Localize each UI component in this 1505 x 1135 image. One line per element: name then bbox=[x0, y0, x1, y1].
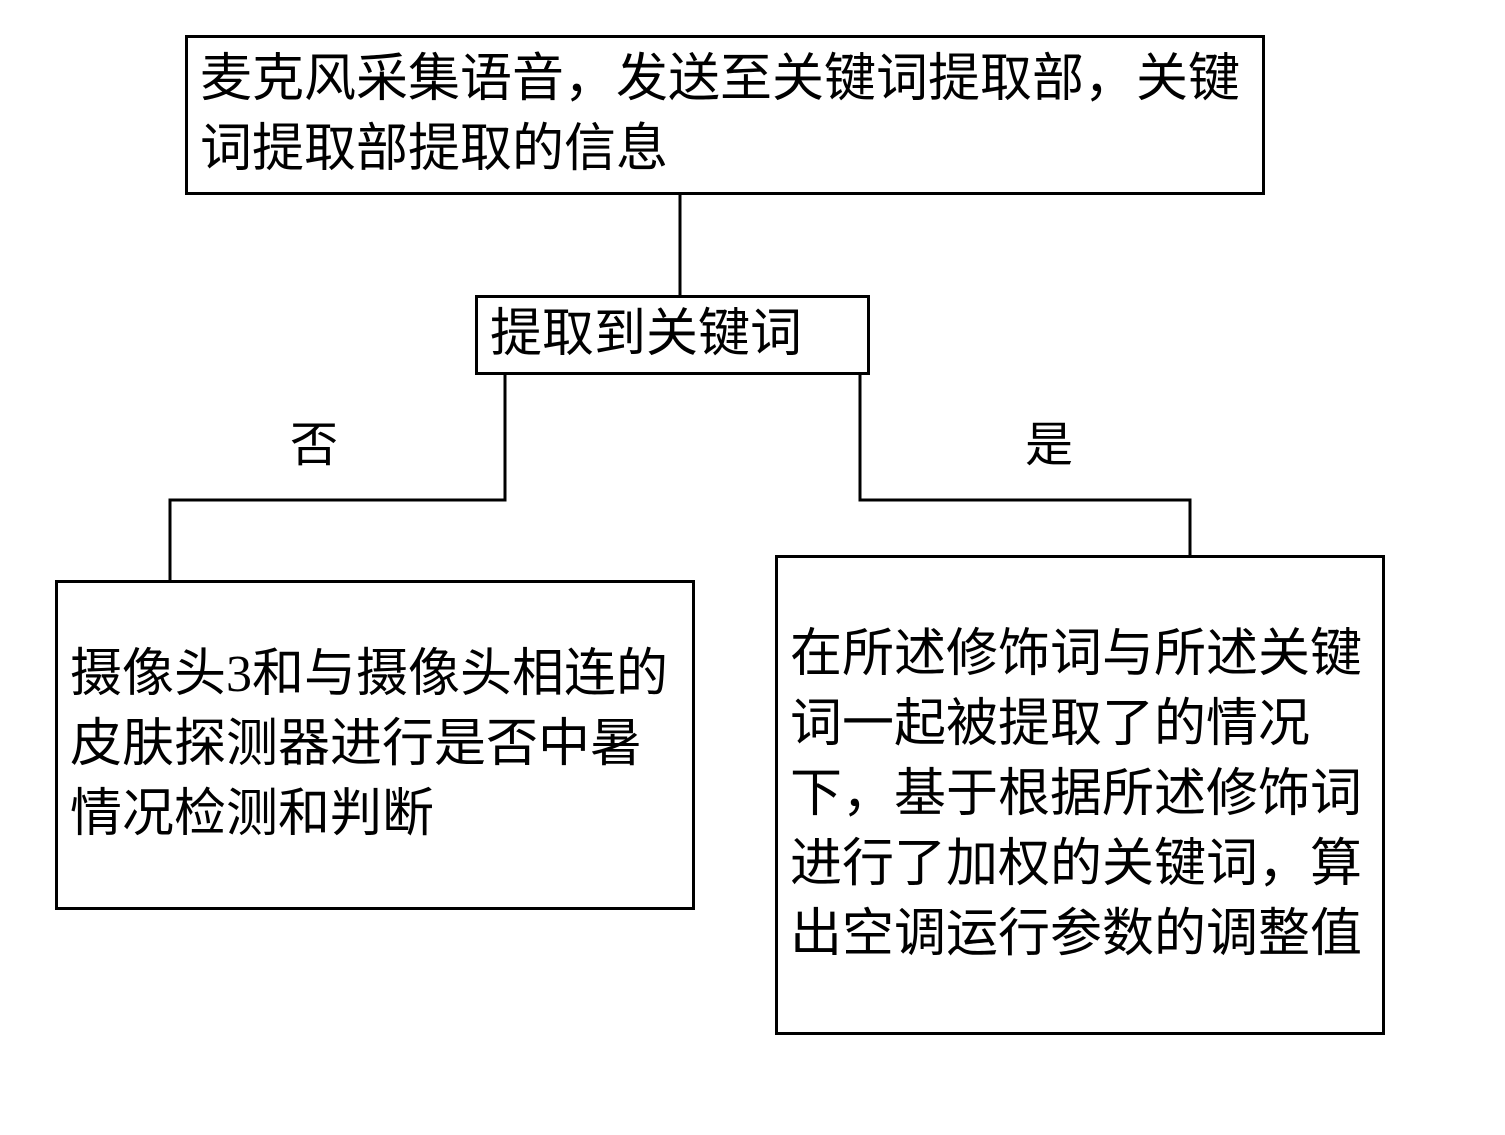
edge-label-no: 否 bbox=[290, 405, 338, 475]
flowchart-node-left-branch: 摄像头3和与摄像头相连的皮肤探测器进行是否中暑情况检测和判断 bbox=[55, 580, 695, 910]
node-decision-text: 提取到关键词 bbox=[490, 300, 802, 370]
node-right-text: 在所述修饰词与所述关键词一起被提取了的情况下，基于根据所述修饰词进行了加权的关键… bbox=[790, 620, 1370, 971]
flowchart-node-right-branch: 在所述修饰词与所述关键词一起被提取了的情况下，基于根据所述修饰词进行了加权的关键… bbox=[775, 555, 1385, 1035]
flowchart-node-decision: 提取到关键词 bbox=[475, 295, 870, 375]
node-start-text: 麦克风采集语音，发送至关键词提取部，关键词提取部提取的信息 bbox=[200, 45, 1250, 185]
flowchart-node-start: 麦克风采集语音，发送至关键词提取部，关键词提取部提取的信息 bbox=[185, 35, 1265, 195]
node-left-text: 摄像头3和与摄像头相连的皮肤探测器进行是否中暑情况检测和判断 bbox=[70, 640, 680, 851]
edge-label-yes: 是 bbox=[1025, 405, 1073, 475]
